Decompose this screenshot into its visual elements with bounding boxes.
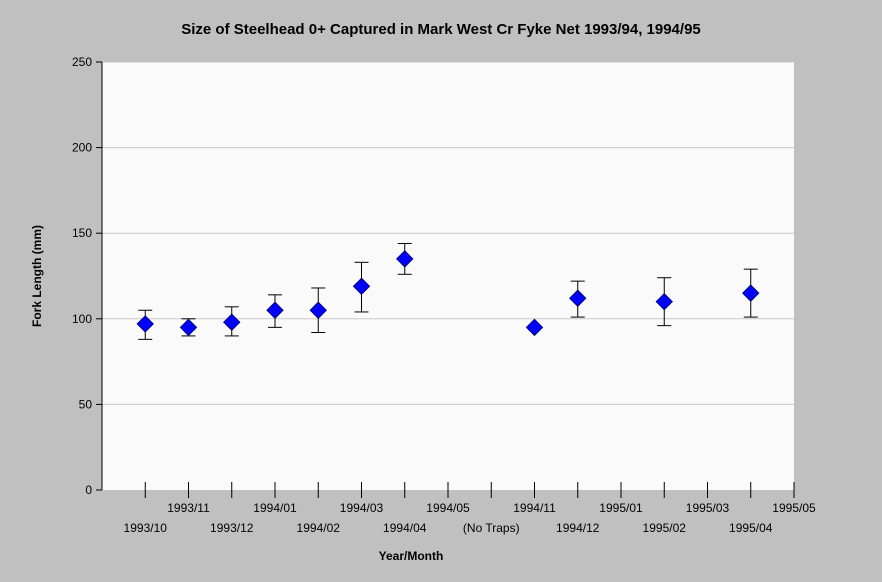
data-point: [309, 301, 327, 319]
y-tick-label: 250: [72, 55, 92, 69]
data-point: [569, 289, 587, 307]
plot-area: [102, 62, 794, 490]
data-point: [742, 284, 760, 302]
data-point: [179, 318, 198, 337]
y-tick-label: 50: [79, 397, 93, 411]
data-point: [266, 301, 284, 319]
data-point: [223, 313, 241, 331]
x-tick-label: 1994/11: [513, 501, 556, 515]
x-tick-label: 1994/04: [383, 521, 427, 535]
x-tick-label: 1995/02: [643, 521, 687, 535]
x-tick-label: 1993/10: [124, 521, 168, 535]
y-tick-label: 200: [72, 141, 92, 155]
x-tick-label: 1994/01: [253, 501, 297, 515]
x-tick-label: (No Traps): [463, 521, 520, 535]
data-point: [655, 292, 673, 311]
data-points: [136, 242, 760, 340]
x-tick-label: 1993/11: [167, 501, 210, 515]
x-tick-label: 1995/03: [686, 501, 730, 515]
gridlines: [102, 61, 794, 405]
y-tick-label: 100: [72, 312, 92, 326]
data-point: [525, 318, 544, 337]
x-tick-label: 1995/04: [729, 521, 773, 535]
data-point: [396, 250, 414, 268]
x-tick-label: 1993/12: [210, 521, 254, 535]
x-tick-label: 1995/01: [599, 501, 643, 515]
x-tick-label: 1994/12: [556, 521, 600, 535]
chart-title: Size of Steelhead 0+ Captured in Mark We…: [181, 21, 701, 38]
x-tick-label: 1994/02: [297, 521, 341, 535]
y-axis-title: Fork Length (mm): [30, 225, 44, 327]
data-point: [136, 315, 154, 333]
data-point: [352, 277, 371, 295]
x-tick-label: 1994/05: [426, 501, 470, 515]
y-tick-label: 0: [85, 483, 92, 497]
x-axis-title: Year/Month: [379, 549, 444, 563]
x-tick-label: 1994/03: [340, 501, 384, 515]
y-tick-label: 150: [72, 226, 92, 240]
x-tick-label: 1995/05: [772, 501, 816, 515]
